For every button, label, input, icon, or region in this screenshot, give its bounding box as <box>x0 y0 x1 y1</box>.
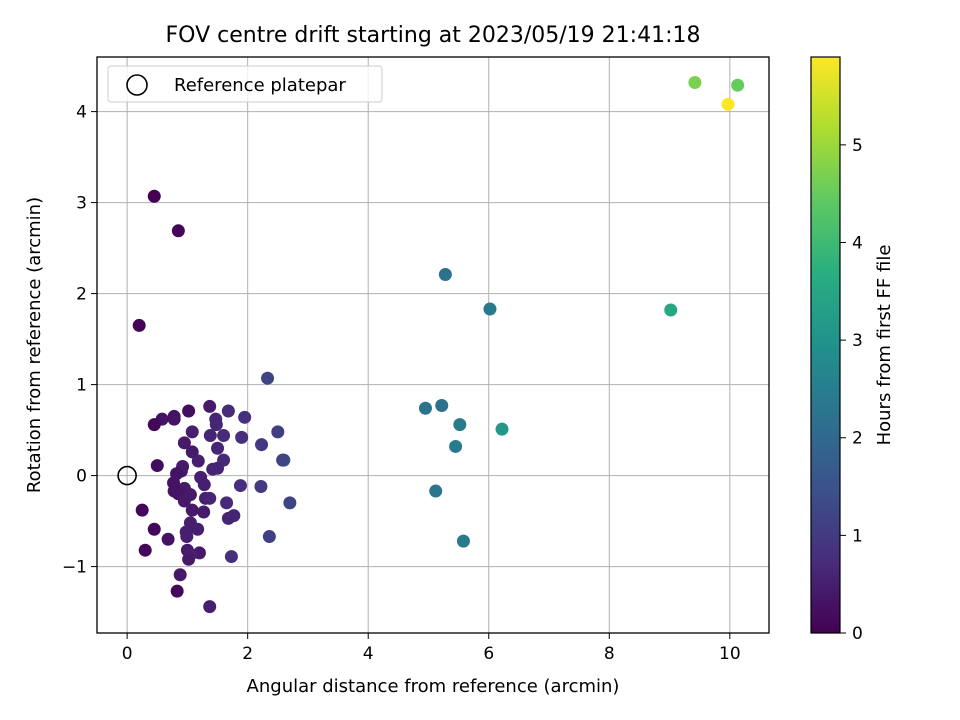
colorbar-gradient <box>810 56 841 634</box>
x-tick-label: 2 <box>242 644 253 664</box>
data-point <box>435 399 449 413</box>
colorbar-tick-label: 5 <box>852 136 863 156</box>
data-point <box>495 422 509 436</box>
data-point <box>418 401 432 415</box>
data-point <box>238 410 252 424</box>
data-point <box>203 429 217 443</box>
data-point <box>209 418 223 432</box>
data-point <box>177 494 191 508</box>
data-point <box>171 224 185 238</box>
colorbar-ticks: 0 1 2 3 4 5 <box>840 136 863 644</box>
colorbar-tick-label: 2 <box>852 429 863 449</box>
data-point <box>276 453 290 467</box>
data-point <box>203 399 217 413</box>
legend-label: Reference platepar <box>174 75 346 96</box>
x-tick-label: 6 <box>483 644 494 664</box>
data-point <box>483 302 497 316</box>
data-point <box>235 430 249 444</box>
colorbar-tick-label: 1 <box>852 526 863 546</box>
colorbar-tick-label: 4 <box>852 233 863 253</box>
data-point <box>456 534 470 548</box>
y-tick-label: 2 <box>76 285 87 305</box>
data-point <box>185 425 199 439</box>
data-point <box>180 530 194 544</box>
data-point <box>664 303 678 317</box>
data-point <box>721 97 735 111</box>
colorbar-label: Hours from first FF file <box>874 245 895 446</box>
data-point <box>449 439 463 453</box>
data-point <box>211 441 225 455</box>
data-point <box>255 438 269 452</box>
data-point <box>150 459 164 473</box>
y-tick-label: 3 <box>76 194 87 214</box>
data-point <box>271 425 285 439</box>
data-point <box>138 543 152 557</box>
data-point <box>182 552 196 566</box>
data-point <box>688 75 702 89</box>
data-point <box>262 530 276 544</box>
data-point <box>132 318 146 332</box>
data-point <box>203 600 217 614</box>
data-point <box>217 429 231 443</box>
colorbar-tick-label: 3 <box>852 331 863 351</box>
data-point <box>182 404 196 418</box>
data-point <box>261 371 275 385</box>
x-axis-label: Angular distance from reference (arcmin) <box>247 676 620 697</box>
data-point <box>173 568 187 582</box>
data-point <box>147 189 161 203</box>
x-tick-label: 4 <box>363 644 374 664</box>
x-tick-label: 10 <box>719 644 741 664</box>
x-axis-ticks: 0 2 4 6 8 10 <box>122 633 741 664</box>
y-tick-label: 1 <box>76 376 87 396</box>
data-point <box>177 436 191 450</box>
legend-box <box>107 65 383 103</box>
colorbar-tick-label: 0 <box>852 624 863 644</box>
data-point <box>206 462 220 476</box>
x-tick-label: 0 <box>122 644 133 664</box>
data-point <box>224 550 238 564</box>
data-point <box>221 511 235 525</box>
y-tick-label: −1 <box>62 558 87 578</box>
y-tick-label: 0 <box>76 467 87 487</box>
data-point <box>147 522 161 536</box>
data-point <box>185 503 199 517</box>
data-point <box>283 496 297 510</box>
colorbar: 0 1 2 3 4 5 Hours from first FF file <box>810 56 895 644</box>
data-point <box>197 478 211 492</box>
data-point <box>161 532 175 546</box>
data-point <box>191 522 205 536</box>
data-point <box>254 479 268 493</box>
data-point <box>203 491 217 505</box>
plot-frame <box>96 56 770 634</box>
data-point <box>197 505 211 519</box>
data-point <box>135 503 149 517</box>
data-point <box>438 267 452 281</box>
data-point <box>429 484 443 498</box>
data-point <box>170 584 184 598</box>
data-point <box>167 412 181 426</box>
data-point <box>453 418 467 432</box>
data-point <box>731 78 745 92</box>
data-point <box>220 496 234 510</box>
data-point <box>221 404 235 418</box>
data-point <box>147 418 161 432</box>
grid <box>97 57 769 633</box>
legend: Reference platepar <box>107 65 383 103</box>
y-axis-label: Rotation from reference (arcmin) <box>24 197 45 493</box>
y-axis-ticks: −1 0 1 2 3 4 <box>62 103 97 578</box>
legend-open-circle-icon <box>126 74 148 96</box>
x-tick-label: 8 <box>604 644 615 664</box>
data-points <box>132 75 745 614</box>
y-tick-label: 4 <box>76 103 87 123</box>
chart-title: FOV centre drift starting at 2023/05/19 … <box>166 23 701 48</box>
data-point <box>233 479 247 493</box>
data-point <box>191 454 205 468</box>
reference-platepar-point <box>117 465 137 486</box>
